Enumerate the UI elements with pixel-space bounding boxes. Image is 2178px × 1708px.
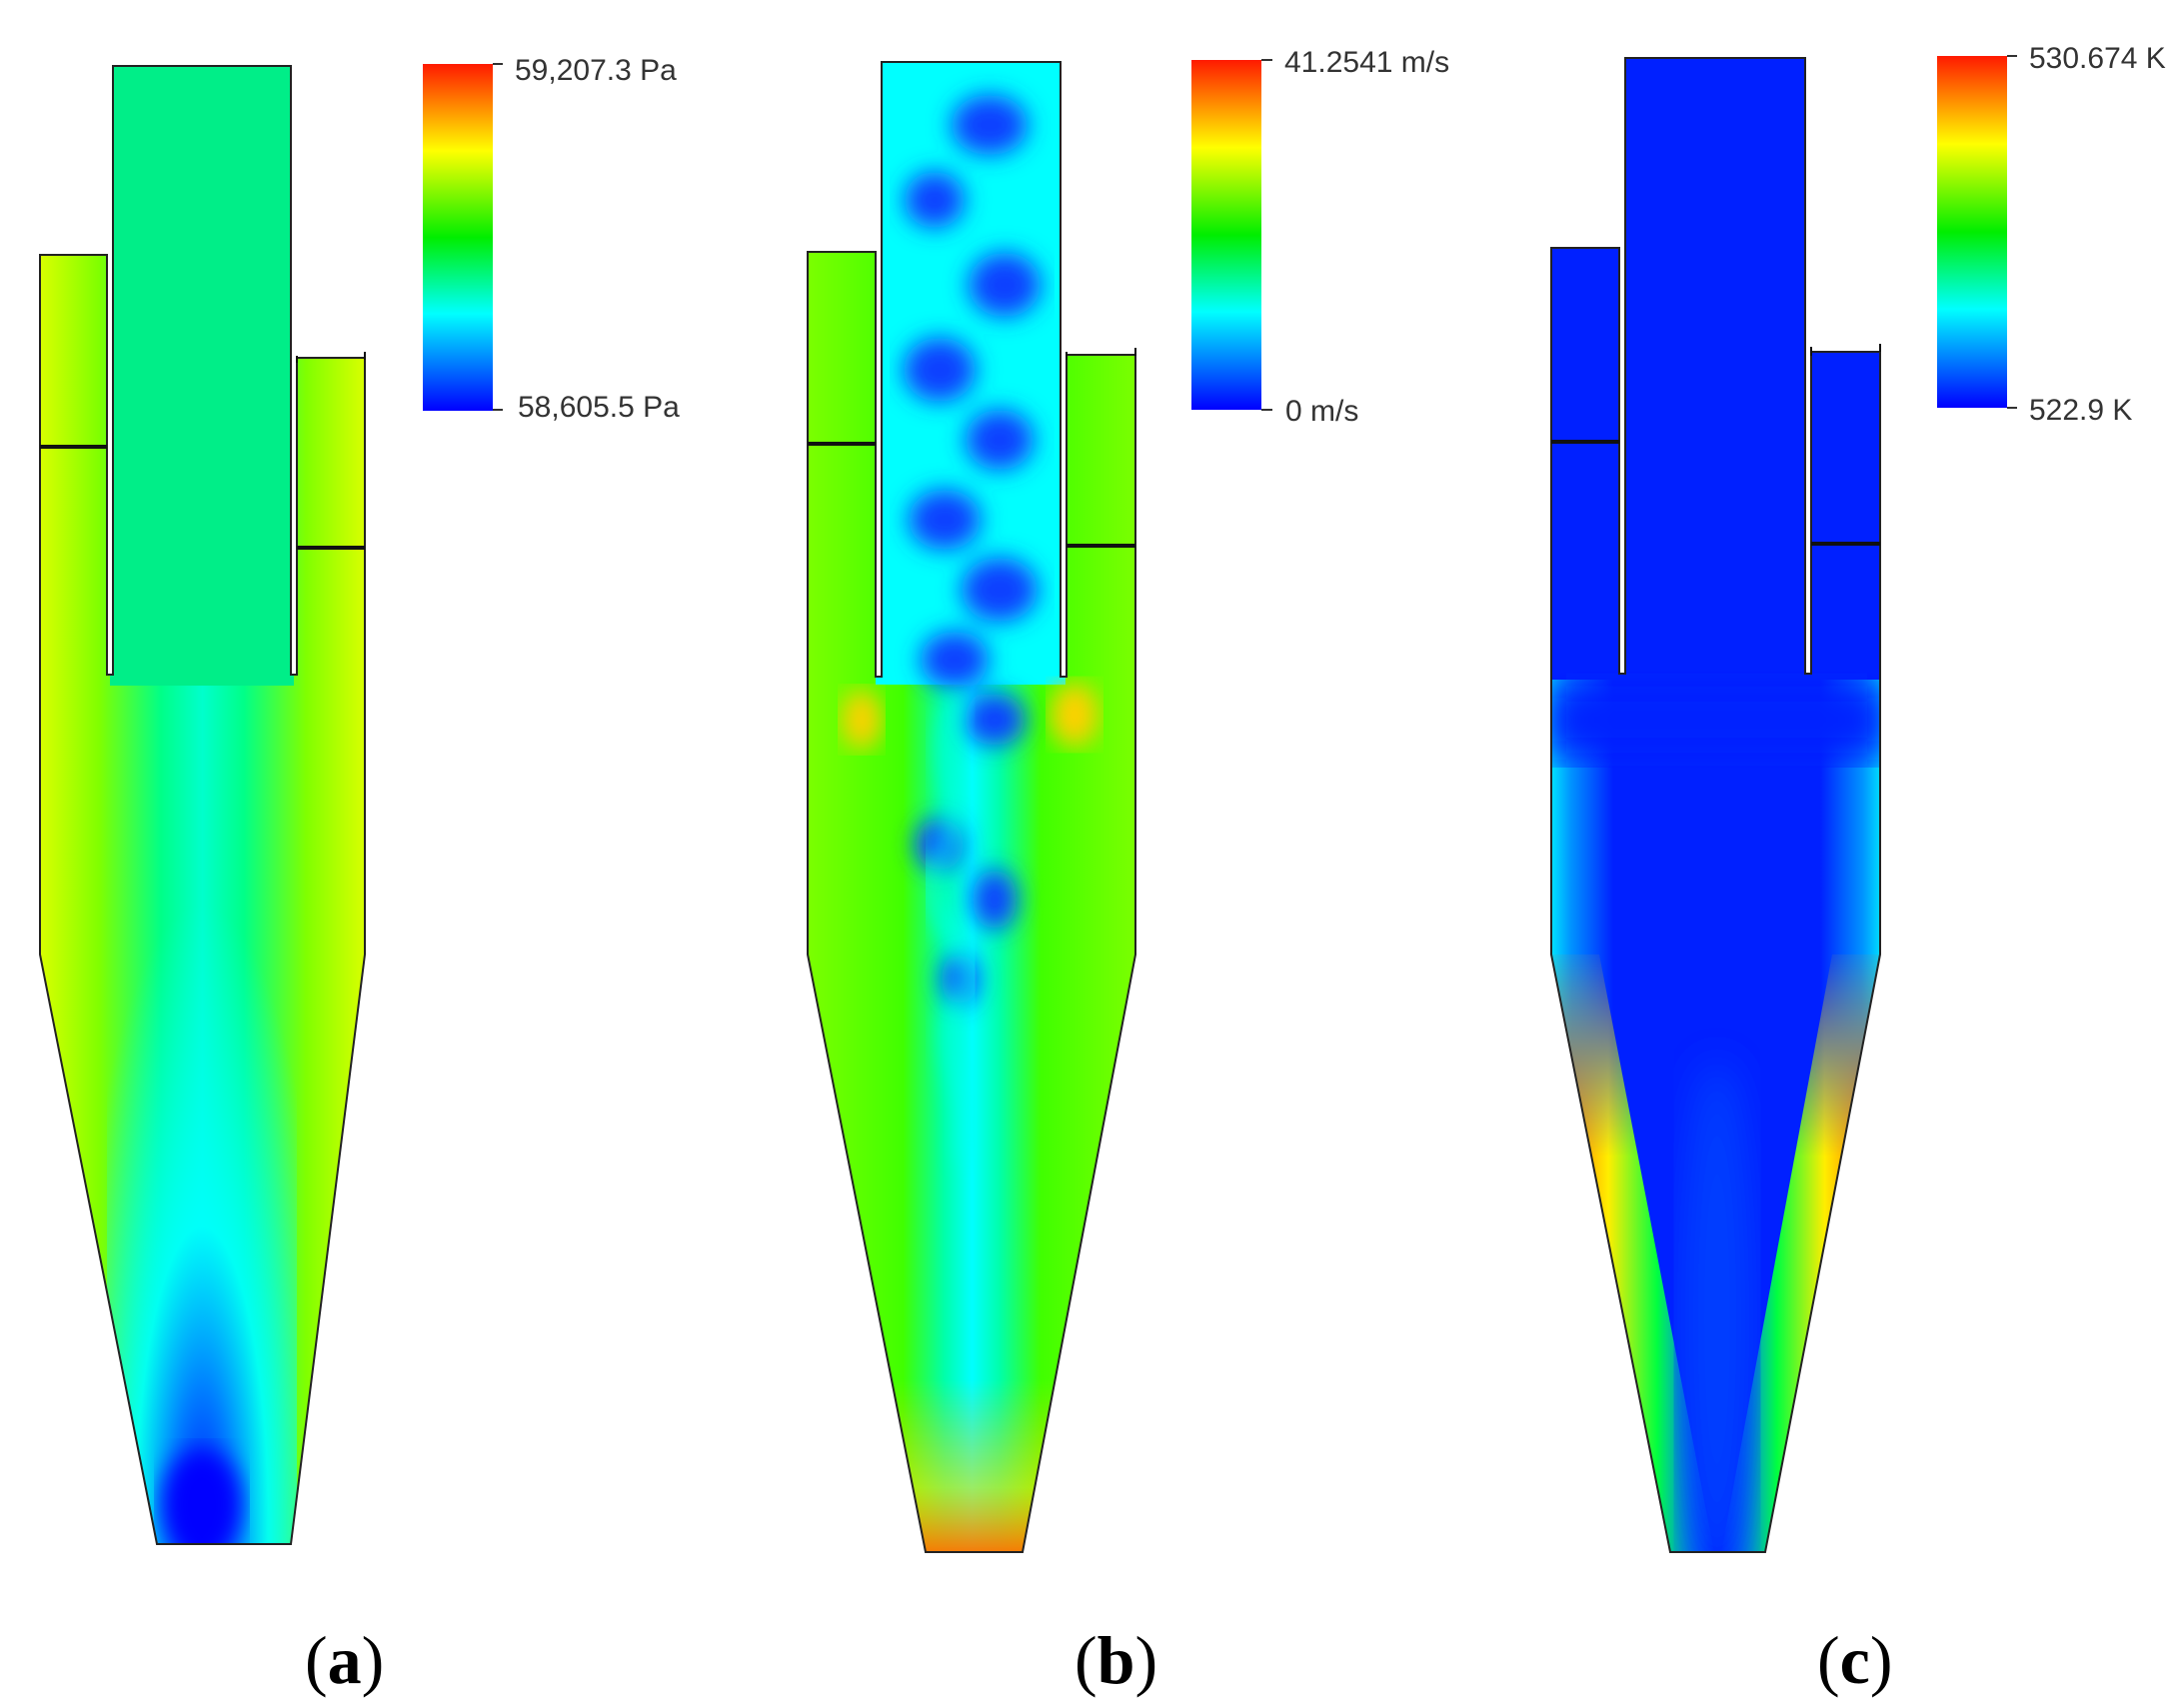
panel-label-c: (c): [1817, 1622, 1893, 1698]
colorbar-b-min-label: 0 m/s: [1285, 395, 1358, 428]
colorbar-a-min-label: 58,605.5 Pa: [518, 391, 680, 424]
colorbar-a: 59,207.3 Pa 58,605.5 Pa: [423, 54, 680, 424]
colorbar-c: 530.674 K 522.9 K: [1937, 42, 2166, 427]
panel-a-pressure-contour: [39, 65, 366, 1545]
colorbar-a-max-label: 59,207.3 Pa: [515, 54, 677, 87]
colorbar-c-max-label: 530.674 K: [2029, 42, 2166, 75]
colorbar-b: 41.2541 m/s 0 m/s: [1191, 46, 1449, 428]
colorbar-c-min-label: 522.9 K: [2029, 394, 2132, 427]
panel-b-velocity-contour: [807, 61, 1136, 1553]
panel-c-temperature-contour: [1550, 57, 1881, 1553]
panel-label-b: (b): [1075, 1622, 1157, 1698]
colorbar-b-max-label: 41.2541 m/s: [1284, 46, 1449, 79]
panel-label-a: (a): [305, 1622, 384, 1698]
